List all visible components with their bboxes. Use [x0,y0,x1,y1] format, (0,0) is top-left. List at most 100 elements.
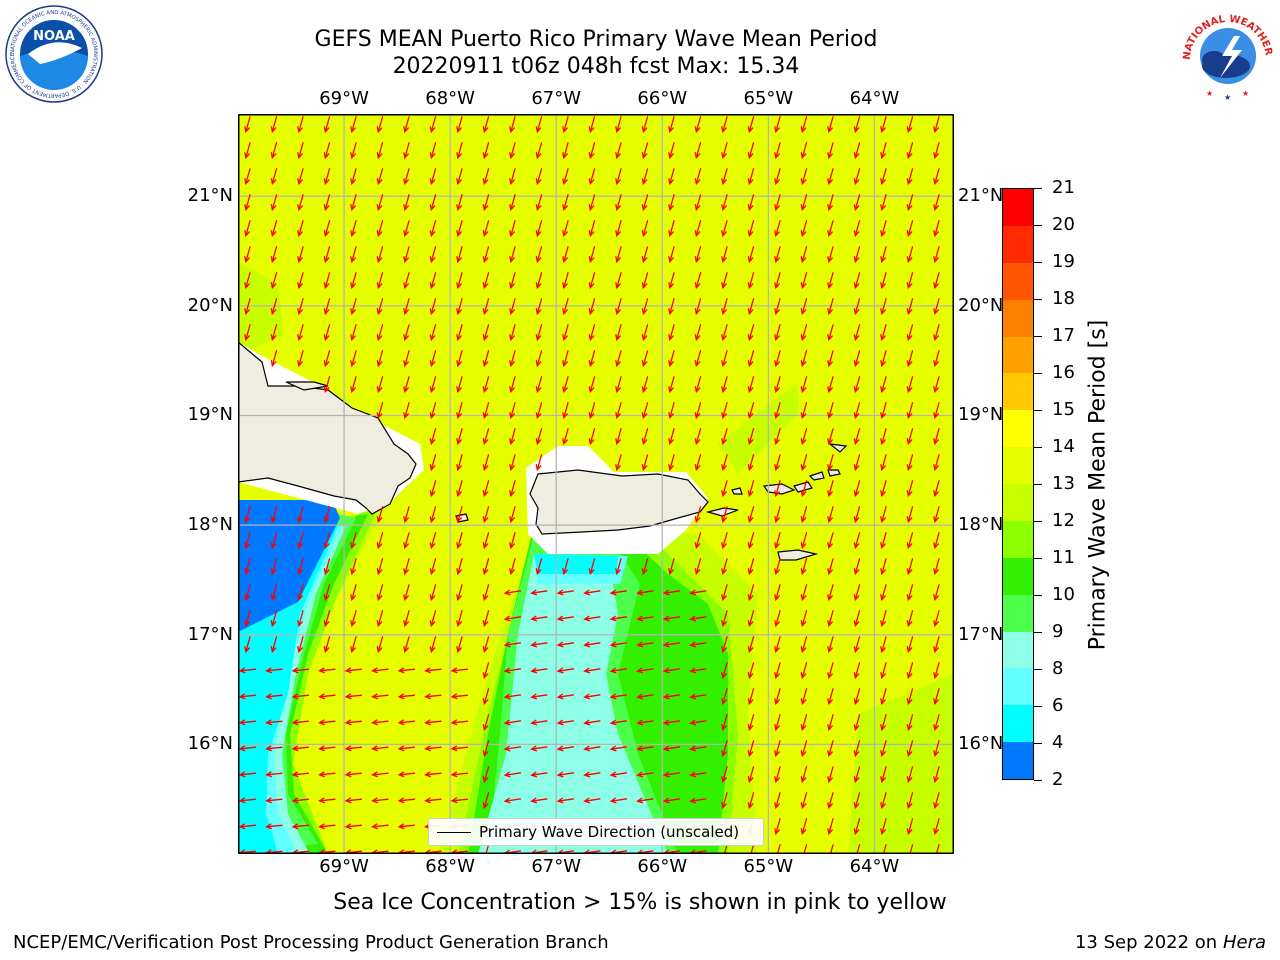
wave-arrow [662,797,681,804]
wave-arrow [403,168,410,186]
wave-arrow [397,771,416,778]
lat-tick-right: 18°N [958,514,1004,536]
wave-arrow [482,402,490,420]
wave-arrow [530,771,548,778]
wave-arrow [318,745,336,752]
nws-logo: NATIONAL WEATHER SERVICE ★ ★ ★ [1178,4,1276,102]
credit-date-text: 13 Sep 2022 on [1074,932,1218,953]
wave-arrow [376,168,384,186]
wave-arrow [503,745,522,752]
wave-arrow [403,402,410,420]
wave-arrow [429,454,437,472]
wave-arrow [535,168,543,186]
wave-arrow [774,376,781,394]
arrow-legend: Primary Wave Direction (unscaled) [428,818,764,846]
wave-arrow [350,220,357,238]
wave-arrow [556,615,575,622]
wave-arrow [482,142,490,160]
wave-arrow [906,116,914,134]
wave-arrow [853,766,861,784]
wave-arrow [583,745,601,752]
wave-arrow [774,688,781,706]
wave-arrow [636,719,654,726]
wave-arrow [853,246,861,264]
wave-arrow [853,116,861,134]
wave-arrow [694,376,702,394]
wave-arrow [509,402,516,420]
wave-arrow [906,480,914,498]
wave-arrow [503,797,522,804]
wave-arrow [906,454,914,472]
wave-arrow [244,272,251,290]
wave-arrow [403,636,410,654]
wave-arrow [609,693,628,700]
wave-arrow [827,298,834,316]
wave-arrow [689,797,707,804]
wave-arrow [800,688,808,706]
wave-arrow [694,402,702,420]
wave-arrow [503,589,522,596]
wave-arrow [641,220,649,238]
lat-tick-left: 20°N [187,294,233,316]
wave-arrow [880,636,887,654]
wave-arrow [291,719,310,726]
wave-arrow [694,324,702,342]
wave-arrow [774,194,781,212]
wave-arrow [880,714,887,732]
wave-arrow [668,220,675,238]
wave-arrow [323,350,331,368]
wave-arrow [721,376,728,394]
wave-arrow [297,246,304,264]
wave-arrow [344,667,363,674]
wave-arrow [827,220,834,238]
wave-arrow [853,454,861,472]
lon-tick-top: 64°W [849,88,900,109]
wave-arrow [853,662,861,680]
wave-arrow [535,376,543,394]
wave-arrow [238,797,257,804]
wave-arrow [562,220,569,238]
wave-arrow [562,350,569,368]
wave-arrow [827,506,834,524]
wave-arrow [906,818,914,836]
wave-arrow [853,558,861,576]
wave-arrow [800,350,808,368]
wave-arrow [403,610,410,628]
colorbar-segment [1003,557,1033,595]
wave-arrow [238,667,257,674]
wave-arrow [318,771,336,778]
wave-arrow [291,797,310,804]
wave-arrow [244,142,251,160]
wave-arrow [583,667,601,674]
wave-arrow [350,636,357,654]
wave-arrow [509,116,516,134]
wave-arrow [689,589,707,596]
wave-arrow [456,272,463,290]
wave-arrow [747,220,755,238]
wave-arrow [371,797,389,804]
gridlines [238,114,954,854]
wave-arrow [662,745,681,752]
wave-arrow [800,428,808,446]
wave-arrow [562,116,569,134]
wave-arrow [721,350,728,368]
wave-arrow [694,168,702,186]
wave-arrow [535,428,543,446]
wave-arrow [482,298,490,316]
wave-arrow [721,688,728,706]
wave-arrow [397,823,416,830]
wave-arrow [535,246,543,264]
wave-arrow [376,116,384,134]
wave-arrow [371,823,389,830]
wave-arrow [721,324,728,342]
lat-tick-right: 16°N [958,733,1004,755]
lon-tick-bottom: 68°W [425,856,475,877]
wave-arrow [747,116,755,134]
wave-arrow [535,194,543,212]
colorbar-tick [1034,669,1042,670]
wave-arrow [376,402,384,420]
lat-tick-left: 17°N [187,623,233,645]
wave-arrow [853,298,861,316]
colorbar-segment [1003,520,1033,558]
wave-arrow [827,428,834,446]
